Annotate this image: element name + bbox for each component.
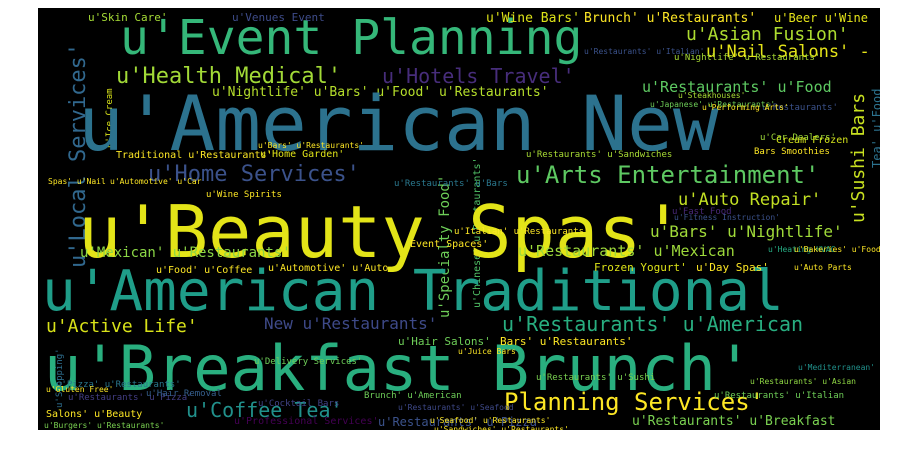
cloud-word: u'Mexican' u'Restaurants' bbox=[80, 245, 291, 261]
word-cloud: u'Local Services' u'Sushi Bars u'Special… bbox=[38, 8, 880, 430]
cloud-word: u'Mediterranean' bbox=[798, 363, 876, 372]
cloud-word: u'American Traditional bbox=[42, 259, 784, 324]
cloud-word: u'Fitness Instruction' bbox=[674, 213, 780, 222]
cloud-word: Bars' u'Restaurants' bbox=[500, 335, 633, 348]
cloud-word: u'Wine Spirits bbox=[206, 190, 282, 200]
cloud-word: u'Day Spas' bbox=[696, 261, 769, 274]
cloud-word: u'Beer u'Wine bbox=[774, 11, 868, 25]
cloud-word: u'Nightlife' u'Bars' u'Food' u'Restauran… bbox=[212, 85, 549, 100]
cloud-word: Spas' u'Nail bbox=[48, 177, 106, 186]
cloud-word: u'Restaurants' u'Food bbox=[642, 78, 832, 96]
cloud-word: Planning Services' bbox=[504, 388, 765, 416]
cloud-word: u'Home Garden' bbox=[260, 149, 345, 160]
cloud-word: Brunch' u'Restaurants' bbox=[584, 11, 757, 26]
cloud-word: u'Hair Salons' bbox=[398, 335, 491, 348]
cloud-word: u'Gluten Free' bbox=[46, 385, 114, 394]
cloud-word: u'Sandwiches' u'Restaurants' bbox=[434, 425, 569, 431]
cloud-word: u'Automotive' u'Car bbox=[110, 177, 202, 186]
cloud-word: u'Automotive' u'Auto bbox=[268, 263, 389, 274]
cloud-word: u'Event Planning bbox=[120, 10, 583, 66]
cloud-word: u'Restaurants' u'Pizza bbox=[378, 415, 537, 429]
cloud-word: u'Car Dealers' bbox=[760, 133, 836, 143]
cloud-word: u'Bars' u'Restaurants' bbox=[258, 141, 364, 150]
cloud-word: u'Burgers' u'Restaurants' bbox=[44, 421, 165, 430]
cloud-word: u'Auto Parts bbox=[794, 263, 852, 272]
cloud-word: u'Seafood' u'Restaurants' bbox=[430, 416, 551, 425]
cloud-word: u'Beauty Spas' bbox=[78, 190, 685, 274]
cloud-word: u'Bakeries' u'Food bbox=[794, 245, 880, 254]
cloud-word: New u'Restaurants' bbox=[264, 314, 438, 333]
cloud-word: Brunch' u'American bbox=[364, 391, 462, 401]
cloud-word: u'Food' u'Coffee bbox=[156, 265, 253, 276]
cloud-word: u'Venues Event bbox=[232, 11, 325, 24]
cloud-word: u'Restaurants' u'Italian' bbox=[584, 47, 705, 56]
cloud-word: u'Restaurants' u'American bbox=[502, 312, 804, 336]
cloud-word: u'Steakhouses' bbox=[678, 91, 746, 100]
cloud-word: Traditional u'Restaurants' bbox=[116, 150, 273, 161]
cloud-word: u'Restaurants' u'Sushi bbox=[536, 373, 656, 383]
cloud-word: u'Sushi Bars bbox=[848, 92, 869, 223]
cloud-word: u'Cocktail Bars bbox=[258, 399, 340, 409]
cloud-word: u'Performing Arts' bbox=[702, 103, 789, 112]
cloud-word: Bars Smoothies bbox=[754, 147, 830, 157]
cloud-word: u'Home Services' bbox=[148, 162, 360, 187]
cloud-word: u'Asian Fusion' bbox=[686, 24, 849, 45]
cloud-word: u'Active Life' bbox=[46, 316, 198, 337]
cloud-word: u'Restaurants' u'Breakfast bbox=[632, 414, 836, 429]
cloud-word: u'Bars' u'Nightlife' bbox=[650, 222, 843, 241]
cloud-word: u'Restaurants' u'Italian bbox=[714, 391, 845, 401]
cloud-word: u'Restaurants' u'Pizza' bbox=[68, 393, 193, 403]
cloud-word: u'Professional Services' bbox=[234, 416, 379, 427]
cloud-word: u'Heating HVAC bbox=[768, 245, 836, 254]
cloud-word: u'Breakfast Brunch' bbox=[44, 332, 754, 405]
cloud-word: u'Italian' u'Restaurants' bbox=[454, 227, 590, 237]
cloud-word: u'Fast Food bbox=[672, 207, 732, 217]
cloud-word: Frozen Yogurt' bbox=[594, 261, 687, 274]
cloud-word: u'Restaurants' u'Mexican bbox=[518, 242, 735, 260]
cloud-word: u'Wine Bars' bbox=[486, 11, 580, 26]
cloud-word: u'Restaurants' u'Bars bbox=[394, 179, 508, 189]
cloud-word: Tea' u'Food bbox=[870, 88, 880, 168]
cloud-word: u'Coffee Tea' bbox=[186, 398, 343, 422]
cloud-word: u'Health Medical' bbox=[116, 64, 342, 89]
cloud-word: u'Hair Removal bbox=[146, 389, 222, 399]
cloud-word: u'Juice Bars bbox=[458, 347, 516, 356]
cloud-word: u'Arts Entertainment' bbox=[516, 161, 820, 189]
cloud-word: Cream Frozen bbox=[776, 135, 849, 146]
cloud-word: u'Nail Salons' - bbox=[706, 42, 870, 62]
cloud-word: u'Skin Care' bbox=[88, 11, 168, 24]
cloud-word: u'Restaurants' bbox=[762, 103, 838, 113]
cloud-word: u'American New bbox=[78, 79, 719, 168]
cloud-word: Event Spaces' bbox=[410, 239, 489, 250]
cloud-word: u'Japanese' u'Restaurants' bbox=[650, 100, 776, 109]
cloud-word: u'Delivery Services' bbox=[254, 357, 363, 367]
cloud-word: u'Restaurants' u'Seafood bbox=[398, 403, 514, 412]
cloud-word: u'Hotels Travel' bbox=[382, 64, 575, 88]
cloud-word: u'Restaurants' u'Sandwiches bbox=[526, 150, 673, 160]
cloud-word: u'Restaurants' u'Asian bbox=[750, 377, 856, 386]
cloud-word: u'Pizza' u'Restaurants' bbox=[56, 380, 181, 390]
cloud-word: Salons' u'Beauty bbox=[46, 409, 143, 420]
cloud-word: u'Nightlife' u'Restaurants' bbox=[674, 53, 821, 63]
cloud-word: u'Auto Repair' bbox=[678, 190, 822, 210]
